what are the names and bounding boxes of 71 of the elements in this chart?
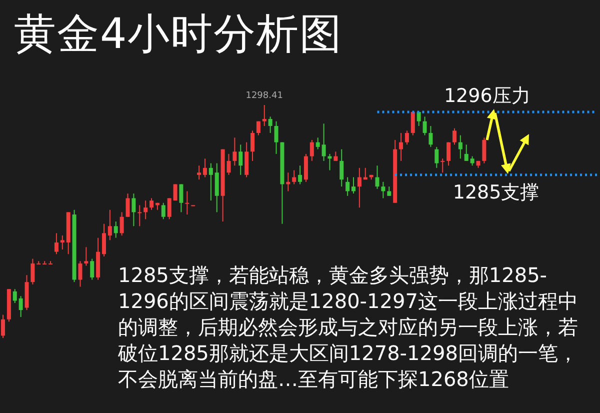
candlestick bbox=[42, 260, 47, 264]
candlestick bbox=[238, 144, 243, 176]
candlestick bbox=[250, 130, 255, 162]
candlestick bbox=[167, 198, 172, 220]
candlestick bbox=[375, 165, 380, 190]
candlestick bbox=[274, 120, 278, 154]
candlestick bbox=[60, 234, 64, 250]
candlestick bbox=[298, 165, 302, 185]
candlestick bbox=[202, 158, 207, 178]
candlestick bbox=[120, 212, 124, 236]
candlestick bbox=[416, 111, 421, 126]
candlestick bbox=[428, 125, 433, 148]
candlestick bbox=[310, 139, 314, 162]
candlestick bbox=[30, 258, 35, 285]
candlestick bbox=[256, 120, 260, 136]
candlestick bbox=[150, 198, 154, 210]
candlestick bbox=[244, 142, 249, 178]
annotation: 1285支撑，若能站稳，黄金多头强势，那1285-1296的区间震荡就是1280-1297这一段上涨过程中的调整，后期必然会形成与之对应的另一段上涨，若破位1285那就还是大区间1278-1298回调的一笔，不会脱离当前的盘…至有可能下探1268位置 bbox=[118, 262, 579, 392]
candlestick bbox=[48, 260, 53, 264]
candlestick bbox=[185, 190, 190, 216]
candlestick bbox=[381, 181, 386, 199]
candlestick bbox=[214, 162, 219, 213]
candlestick bbox=[138, 204, 142, 227]
candlestick bbox=[452, 128, 456, 146]
candlestick bbox=[84, 246, 88, 266]
candlestick bbox=[357, 167, 362, 208]
candlestick bbox=[458, 134, 462, 160]
candlestick bbox=[1, 314, 5, 338]
candlestick bbox=[208, 162, 213, 202]
candlestick bbox=[316, 137, 320, 150]
candlestick bbox=[399, 132, 404, 162]
candlestick bbox=[292, 170, 296, 185]
candlestick bbox=[179, 184, 184, 213]
candlestick bbox=[268, 116, 272, 134]
candlestick bbox=[422, 116, 427, 136]
candlestick bbox=[322, 123, 326, 162]
candlestick bbox=[334, 151, 338, 162]
candlestick bbox=[36, 260, 41, 264]
candlestick bbox=[340, 148, 344, 188]
candlestick bbox=[304, 153, 308, 182]
candlestick bbox=[108, 209, 112, 241]
candlestick bbox=[351, 176, 356, 194]
candlestick bbox=[346, 176, 350, 196]
candlestick bbox=[132, 193, 136, 227]
ref-line-label: 1285支撑 bbox=[452, 181, 540, 204]
candlestick bbox=[173, 184, 178, 202]
candlestick bbox=[78, 260, 82, 288]
candlestick bbox=[404, 130, 409, 146]
candlestick bbox=[410, 111, 415, 136]
candlestick bbox=[161, 202, 166, 220]
candlestick bbox=[114, 221, 118, 238]
candlestick bbox=[470, 156, 474, 166]
candlestick bbox=[232, 137, 237, 166]
chart-title: 黄金4小时分析图 bbox=[14, 8, 343, 60]
candlestick bbox=[126, 193, 130, 218]
candlestick bbox=[197, 165, 202, 180]
candlestick bbox=[434, 146, 439, 168]
annotation: 1298.41 bbox=[244, 91, 284, 101]
candlestick bbox=[102, 223, 106, 257]
ref-line-label: 1296压力 bbox=[444, 84, 530, 107]
candlestick bbox=[18, 296, 23, 318]
candlestick bbox=[464, 144, 468, 162]
candlestick bbox=[482, 137, 486, 164]
candlestick bbox=[90, 258, 94, 280]
candlestick bbox=[387, 186, 392, 196]
candlestick bbox=[54, 232, 58, 255]
candlestick bbox=[12, 288, 17, 304]
candlestick bbox=[144, 200, 148, 220]
candlestick bbox=[440, 158, 445, 174]
candlestick bbox=[262, 105, 266, 126]
candlestick bbox=[446, 142, 451, 166]
